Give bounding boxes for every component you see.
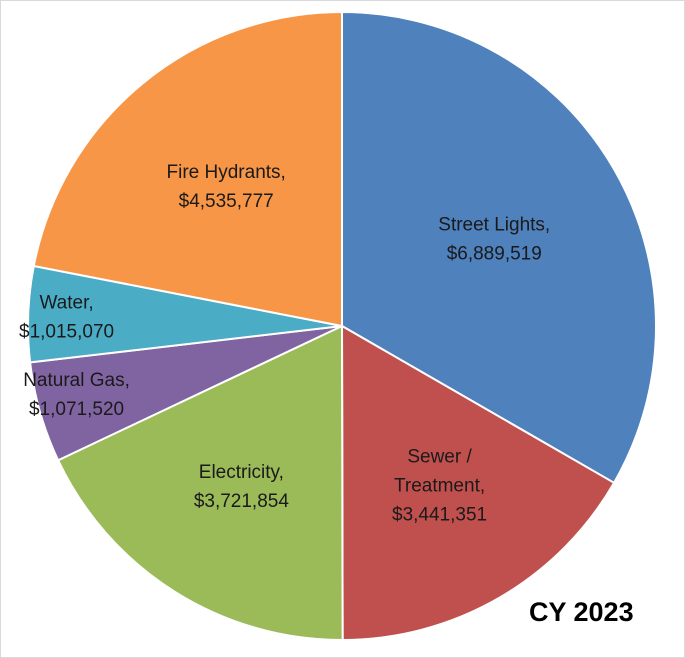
slice-label-line: $1,071,520 [29,399,124,420]
slice-label-line: $6,889,519 [447,244,542,265]
slice-label-electricity: Electricity, $3,721,854 [194,462,290,512]
slice-label-natural-gas: Natural Gas, $1,071,520 [23,370,130,420]
slice-label-sewer-treatment: Sewer / Treatment, $3,441,351 [392,446,487,525]
slice-label-line: $1,015,070 [19,322,114,343]
slice-label-line: $3,721,854 [194,491,290,512]
slice-label-line: Natural Gas, [23,370,130,391]
slice-label-line: Treatment, [394,475,485,496]
slice-fire-hydrants [32,10,343,328]
slice-street-lights [341,10,657,485]
slice-label-line: $3,441,351 [392,504,487,525]
slice-label-water: Water, $1,015,070 [19,293,114,343]
slice-sewer-treatment [340,324,616,642]
slice-label-line: Street Lights, [438,215,550,236]
slice-label-line: Water, [39,293,93,314]
slice-label-line: Sewer / [407,446,472,467]
year-label: CY 2023 [529,597,634,627]
slice-label-fire-hydrants: Fire Hydrants, $4,535,777 [167,162,286,212]
slice-label-line: Electricity, [199,462,284,483]
slice-label-street-lights: Street Lights, $6,889,519 [438,215,550,265]
slice-label-line: $4,535,777 [179,191,274,212]
slice-label-line: Fire Hydrants, [167,162,286,183]
slice-electricity [56,324,344,641]
